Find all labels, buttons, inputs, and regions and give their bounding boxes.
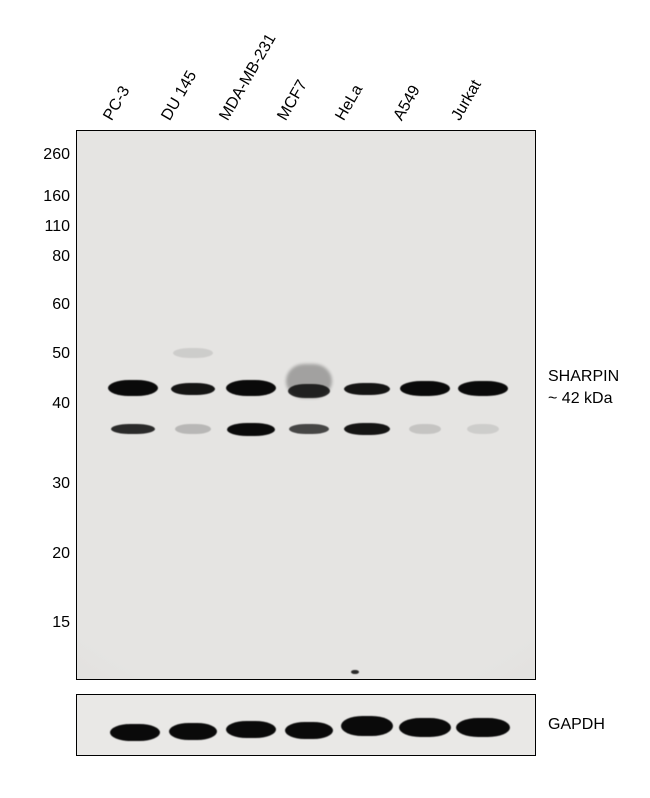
- band: [173, 348, 213, 358]
- band: [344, 423, 390, 435]
- loading-label: GAPDH: [548, 716, 605, 734]
- mw-marker-20: 20: [52, 545, 70, 563]
- band: [226, 380, 276, 396]
- gapdh-band: [341, 716, 393, 736]
- band: [458, 381, 508, 396]
- band: [289, 424, 329, 434]
- artifact-speck: [351, 670, 359, 674]
- band: [171, 383, 215, 395]
- gapdh-band: [110, 724, 160, 741]
- mw-marker-80: 80: [52, 248, 70, 266]
- target-label: SHARPIN: [548, 368, 619, 386]
- lane-label-mcf7: MCF7: [274, 77, 311, 124]
- gapdh-band: [169, 723, 217, 740]
- band: [175, 424, 211, 434]
- western-blot-figure: 260 160 110 80 60 50 40 30 20 15 PC-3 DU 145 MDA-MB…: [0, 0, 650, 798]
- main-panel-bg: [77, 131, 535, 679]
- lane-label-mda-mb-231: MDA-MB-231: [216, 31, 280, 124]
- mw-marker-60: 60: [52, 296, 70, 314]
- main-blot-panel: [76, 130, 536, 680]
- band: [108, 380, 158, 396]
- mw-marker-50: 50: [52, 345, 70, 363]
- band: [467, 424, 499, 434]
- mw-marker-column: 260 160 110 80 60 50 40 30 20 15: [0, 0, 70, 798]
- mw-marker-40: 40: [52, 395, 70, 413]
- mw-marker-30: 30: [52, 475, 70, 493]
- band: [344, 383, 390, 395]
- gapdh-band: [226, 721, 276, 738]
- band: [409, 424, 441, 434]
- mw-marker-110: 110: [44, 218, 70, 236]
- band: [400, 381, 450, 396]
- mw-marker-260: 260: [43, 146, 70, 164]
- lane-label-du-145: DU 145: [158, 68, 201, 124]
- gapdh-band: [456, 718, 510, 737]
- lane-label-jurkat: Jurkat: [448, 77, 485, 124]
- lane-label-pc-3: PC-3: [100, 83, 134, 124]
- band: [111, 424, 155, 434]
- gapdh-band: [285, 722, 333, 739]
- loading-blot-panel: [76, 694, 536, 756]
- mw-marker-15: 15: [52, 614, 70, 632]
- mw-marker-160: 160: [43, 188, 70, 206]
- lane-label-a549: A549: [390, 83, 424, 124]
- band: [227, 423, 275, 436]
- target-size-label: ~ 42 kDa: [548, 390, 612, 408]
- gapdh-band: [399, 718, 451, 737]
- band-smear: [286, 364, 332, 398]
- lane-label-hela: HeLa: [332, 82, 367, 124]
